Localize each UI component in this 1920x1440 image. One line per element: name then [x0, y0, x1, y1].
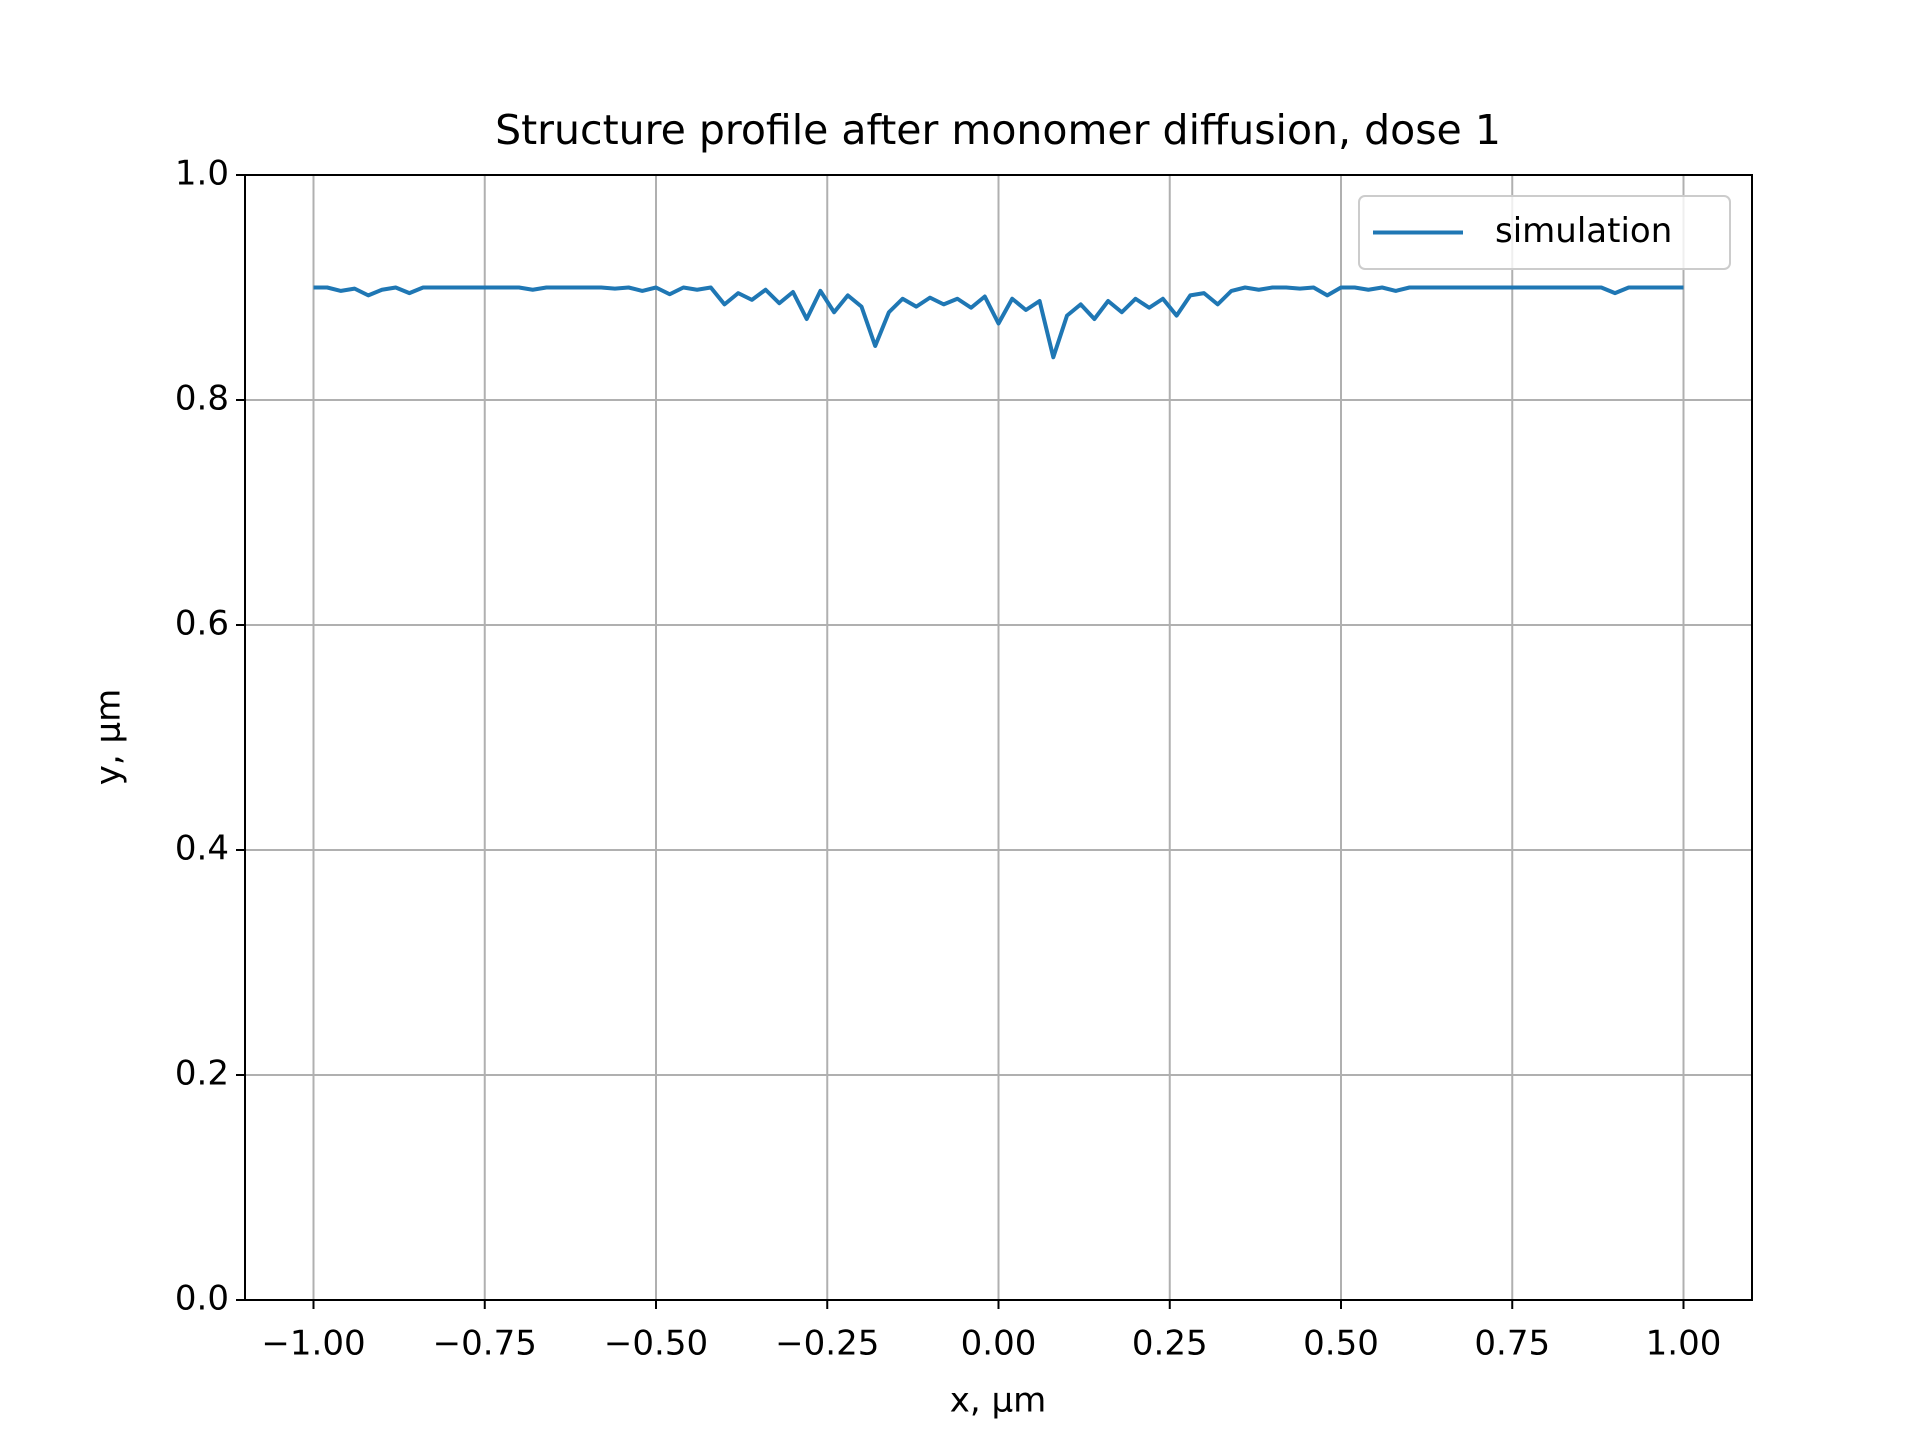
legend-label: simulation	[1495, 211, 1672, 251]
axes-frame	[244, 174, 1753, 1301]
x-tick-label: 1.00	[1646, 1324, 1722, 1364]
x-tick-label: −0.50	[604, 1324, 708, 1364]
y-tick-label: 0.8	[175, 379, 229, 419]
x-axis-label: x, μm	[950, 1381, 1047, 1421]
y-tick-label: 0.6	[175, 604, 229, 644]
x-tick-label: 0.75	[1474, 1324, 1550, 1364]
x-tick-label: −0.25	[775, 1324, 879, 1364]
chart-title: Structure profile after monomer diffusio…	[495, 106, 1501, 154]
x-tick-label: 0.50	[1303, 1324, 1379, 1364]
x-tick-label: −0.75	[433, 1324, 537, 1364]
x-tick-label: −1.00	[261, 1324, 365, 1364]
y-tick-label: 0.2	[175, 1054, 229, 1094]
line-series	[313, 285, 1684, 360]
x-tick-label: 0.00	[961, 1324, 1037, 1364]
legend-box	[1358, 195, 1731, 270]
y-tick-label: 1.0	[175, 154, 229, 194]
y-tick-label: 0.0	[175, 1279, 229, 1319]
x-tick-label: 0.25	[1132, 1324, 1208, 1364]
y-axis-label: y, μm	[89, 689, 129, 786]
y-tick-label: 0.4	[175, 829, 229, 869]
